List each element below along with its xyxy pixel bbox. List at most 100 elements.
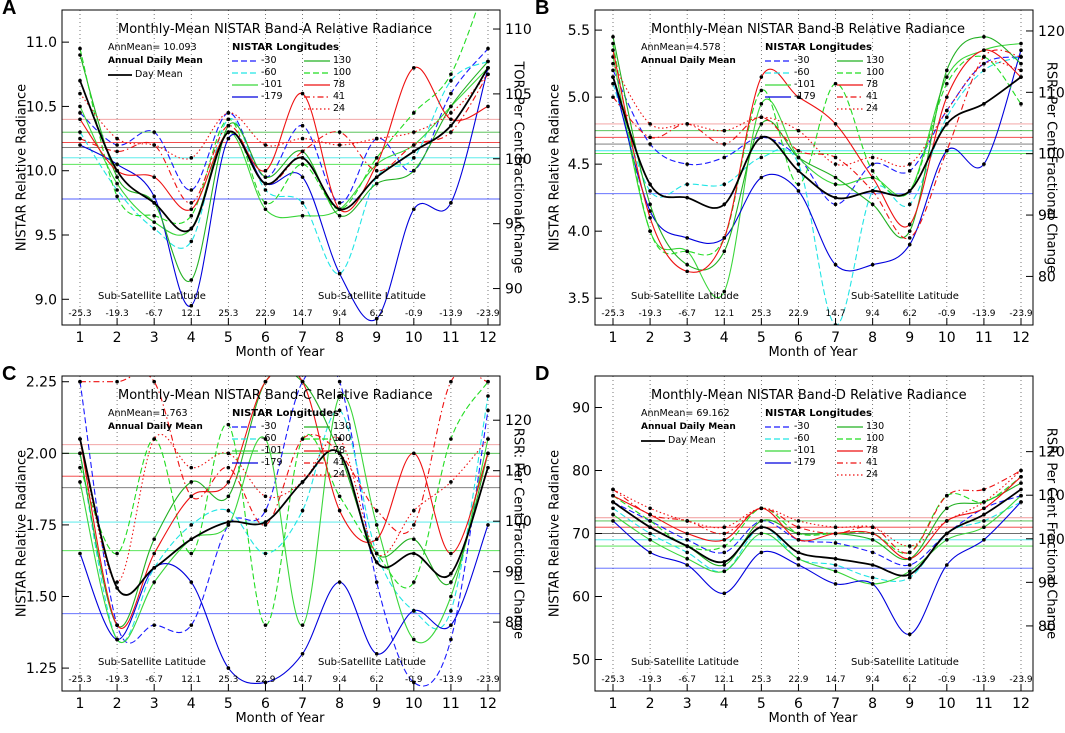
legend-swatch [304,473,330,476]
sub-satellite-label: Sub-Satellite Latitude [98,657,206,668]
data-point [759,519,764,523]
legend-entry-41: 41 [304,91,345,103]
data-point [78,78,82,83]
x-tick-label: 6 [261,330,270,346]
legend-swatch [304,59,330,62]
data-point [300,123,305,128]
latitude-label: -23.9 [476,675,500,685]
data-point [78,480,82,484]
data-point [115,175,119,179]
panel-letter: C [2,363,17,385]
data-point [796,182,801,187]
data-point [486,104,490,109]
data-point [945,519,949,523]
data-point [449,91,453,96]
data-point [796,148,801,153]
data-point [263,437,268,441]
data-point [945,493,949,498]
data-point [722,544,727,548]
y-right-tick-label: 120 [505,413,532,429]
legend-entry--30: -30 [232,421,277,433]
data-point [833,541,838,545]
x-tick-label: 4 [720,330,729,346]
x-tick-label: 12 [1012,696,1030,712]
legend-label: 130 [333,421,352,432]
data-point [263,680,268,685]
x-tick-label: 7 [831,696,840,712]
x-tick-label: 11 [442,696,460,712]
data-point [449,594,453,599]
data-point [486,46,490,51]
data-point [611,81,615,86]
y-right-tick-label: 100 [505,514,532,530]
legend-swatch [304,425,330,428]
data-point [685,519,689,523]
series-line--101 [612,42,1022,299]
legend-entry-24: 24 [837,103,878,115]
data-point [78,91,82,96]
y-right-tick-label: 110 [1038,488,1065,504]
data-point [945,68,949,73]
data-point [78,130,82,134]
data-point [722,142,727,146]
x-tick-label: 8 [335,330,344,346]
data-point [759,115,764,120]
data-point [945,115,949,120]
data-point [833,195,838,200]
data-point [722,531,727,536]
data-point [337,130,342,134]
data-point [374,162,379,167]
legend-label: -30 [261,421,277,432]
data-point [449,72,453,77]
data-point [374,651,379,656]
data-point [78,136,82,141]
data-point [263,207,268,212]
series-line-78 [79,66,489,213]
x-axis-label: Month of Year [235,711,325,726]
data-point [685,195,689,200]
data-point [870,575,875,580]
y-right-tick-label: 110 [1038,85,1065,101]
legend-swatch [232,59,258,62]
data-point [722,236,727,240]
data-point [337,437,342,441]
legend-entry--30: -30 [765,55,810,67]
x-tick-label: 11 [975,696,993,712]
x-tick-label: 4 [187,696,196,712]
data-point [759,550,764,555]
data-point [152,213,156,218]
legend-swatch [765,83,791,86]
series-line--179 [79,524,489,685]
latitude-label: -0.9 [938,675,956,685]
legend-day-mean: Day Mean [108,69,183,81]
data-point [115,168,119,173]
data-point [833,175,838,180]
legend-swatch [641,439,665,442]
legend-title: NISTAR Longitudes [232,42,339,53]
data-point [189,303,194,308]
data-point [982,525,986,529]
y-axis-right-label: RSR: Per Cent Fractional Change [1043,427,1059,640]
latitude-label: 25.3 [218,675,238,685]
data-point [374,560,379,564]
data-point [226,117,231,122]
data-point [226,480,231,484]
data-point [300,480,305,484]
legend-swatch [304,449,330,452]
legend-entry-100: 100 [837,433,884,445]
data-point [115,551,119,556]
series-line--60 [79,60,489,275]
data-point [907,544,912,548]
y-right-tick-label: 95 [505,217,523,233]
data-point [648,538,652,542]
legend-label: -101 [261,445,283,456]
data-point [412,680,416,685]
legend-label: -60 [261,67,277,78]
series-line-24 [79,73,489,160]
data-point [189,226,194,231]
chart-panel-d: 50 60 70 80 90 80 90 100 110 120 1 2 3 4 5 6 7 8 9 10 11 12 -2… [533,363,1065,732]
series-line-78 [79,376,489,629]
legend-swatch [232,437,258,440]
data-point [945,563,949,567]
data-point [1019,487,1023,492]
